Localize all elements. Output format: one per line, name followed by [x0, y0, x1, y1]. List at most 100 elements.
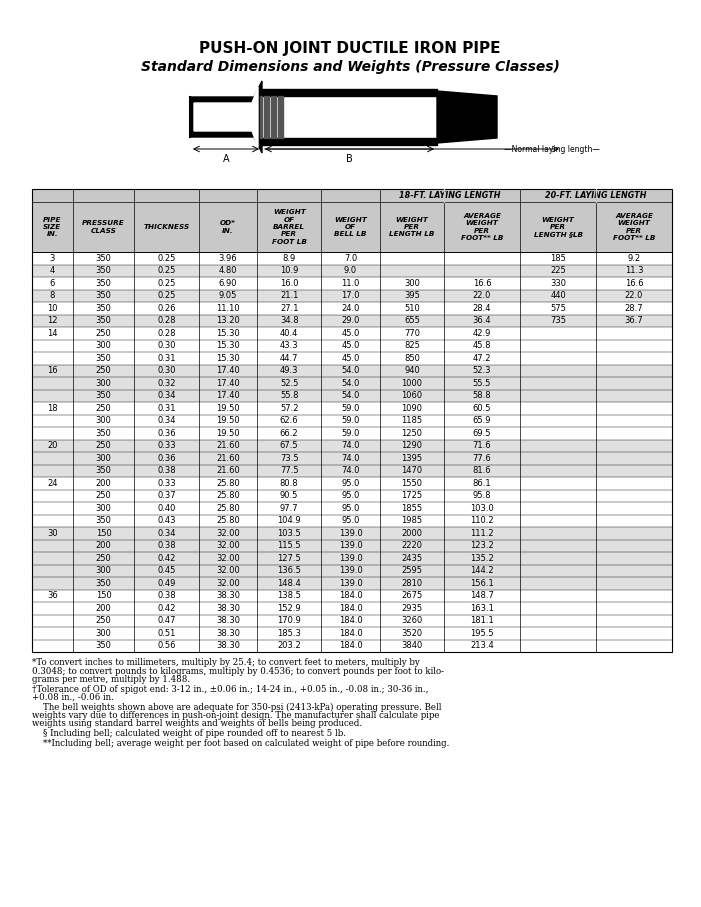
Text: 21.60: 21.60	[216, 454, 240, 463]
Text: 45.8: 45.8	[472, 341, 491, 350]
Text: 0.31: 0.31	[157, 404, 176, 413]
Text: 350: 350	[95, 317, 111, 326]
Text: 1185: 1185	[402, 416, 423, 425]
Text: 66.2: 66.2	[280, 429, 299, 438]
Text: 47.2: 47.2	[472, 354, 491, 363]
Text: 300: 300	[95, 503, 111, 512]
Text: 139.0: 139.0	[339, 529, 362, 538]
Text: 9.0: 9.0	[344, 267, 357, 275]
Text: 213.4: 213.4	[470, 641, 494, 650]
Text: 4.80: 4.80	[219, 267, 237, 275]
Text: 2000: 2000	[402, 529, 423, 538]
Text: 29.0: 29.0	[341, 317, 360, 326]
Text: 12: 12	[47, 317, 57, 326]
Text: 6.90: 6.90	[219, 278, 237, 288]
Text: 14: 14	[47, 328, 57, 337]
Text: +0.08 in., -0.06 in.: +0.08 in., -0.06 in.	[32, 693, 114, 702]
Text: †Tolerance of OD of spigot end: 3-12 in., ±0.06 in.; 14-24 in., +0.05 in., -0.08: †Tolerance of OD of spigot end: 3-12 in.…	[32, 685, 428, 694]
Text: 1725: 1725	[402, 492, 423, 501]
Polygon shape	[278, 96, 280, 138]
Text: 510: 510	[404, 304, 420, 313]
Text: Standard Dimensions and Weights (Pressure Classes): Standard Dimensions and Weights (Pressur…	[141, 60, 559, 74]
Bar	[32, 365, 672, 377]
Text: THICKNESS: THICKNESS	[143, 224, 189, 230]
Text: 185: 185	[550, 254, 566, 263]
Bar	[32, 252, 672, 265]
Text: 59.0: 59.0	[341, 416, 360, 425]
Bar	[32, 639, 672, 652]
Text: 20-FT. LAYING LENGTH: 20-FT. LAYING LENGTH	[545, 191, 647, 200]
Text: 0.25: 0.25	[157, 291, 176, 300]
Text: 250: 250	[96, 328, 111, 337]
Text: 350: 350	[95, 391, 111, 400]
Text: 395: 395	[404, 291, 420, 300]
Text: 19.50: 19.50	[216, 416, 240, 425]
Text: 97.7: 97.7	[280, 503, 299, 512]
Text: 38.30: 38.30	[216, 629, 240, 638]
Text: 36.4: 36.4	[472, 317, 491, 326]
Text: 4: 4	[50, 267, 55, 275]
Text: 21.60: 21.60	[216, 466, 240, 475]
Text: 54.0: 54.0	[341, 366, 360, 375]
Text: 3840: 3840	[401, 641, 423, 650]
Text: 25.80: 25.80	[216, 503, 240, 512]
Text: A: A	[223, 154, 229, 164]
Text: PRESSURE
CLASS: PRESSURE CLASS	[82, 220, 125, 234]
Text: 148.4: 148.4	[278, 579, 301, 588]
Text: 40.4: 40.4	[280, 328, 299, 337]
Text: 54.0: 54.0	[341, 379, 360, 388]
Text: 38.30: 38.30	[216, 604, 240, 613]
Text: 0.37: 0.37	[157, 492, 176, 501]
Bar	[32, 552, 672, 564]
Text: 80.8: 80.8	[280, 479, 299, 488]
Text: WEIGHT
PER
LENGTH §LB: WEIGHT PER LENGTH §LB	[533, 217, 583, 238]
Text: 0.38: 0.38	[157, 591, 176, 600]
Text: 30: 30	[47, 529, 57, 538]
Text: 770: 770	[404, 328, 420, 337]
Text: 0.25: 0.25	[157, 278, 176, 288]
Text: 0.32: 0.32	[157, 379, 176, 388]
Text: 11.3: 11.3	[625, 267, 644, 275]
Text: 152.9: 152.9	[278, 604, 301, 613]
Text: 16.0: 16.0	[280, 278, 299, 288]
Text: 18: 18	[47, 404, 57, 413]
Text: 3520: 3520	[402, 629, 423, 638]
Text: 25.80: 25.80	[216, 492, 240, 501]
Text: AVERAGE
WEIGHT
PER
FOOT** LB: AVERAGE WEIGHT PER FOOT** LB	[613, 213, 655, 241]
Text: 350: 350	[95, 466, 111, 475]
Text: 200: 200	[96, 541, 111, 551]
Text: 34.8: 34.8	[280, 317, 299, 326]
Text: 55.8: 55.8	[280, 391, 299, 400]
Text: 135.2: 135.2	[470, 554, 494, 562]
Text: 45.0: 45.0	[341, 341, 360, 350]
Text: 19.50: 19.50	[216, 429, 240, 438]
Text: 77.6: 77.6	[472, 454, 491, 463]
Text: 0.51: 0.51	[157, 629, 176, 638]
Bar	[32, 427, 672, 440]
Bar	[32, 490, 672, 502]
Text: PIPE
SIZE
IN.: PIPE SIZE IN.	[43, 217, 62, 238]
Text: 15.30: 15.30	[216, 354, 240, 363]
Polygon shape	[267, 96, 269, 138]
Text: 575: 575	[550, 304, 566, 313]
Bar	[520, 189, 672, 202]
Text: 104.9: 104.9	[278, 516, 301, 525]
Text: 2675: 2675	[401, 591, 423, 600]
Text: 18-FT. LAYING LENGTH: 18-FT. LAYING LENGTH	[399, 191, 501, 200]
Text: 38.30: 38.30	[216, 591, 240, 600]
Polygon shape	[271, 96, 273, 138]
Text: 127.5: 127.5	[278, 554, 301, 562]
Text: 11.0: 11.0	[341, 278, 360, 288]
Text: 300: 300	[95, 629, 111, 638]
Text: 0.34: 0.34	[157, 529, 176, 538]
Text: 0.28: 0.28	[157, 317, 176, 326]
Text: 16.6: 16.6	[472, 278, 491, 288]
Text: 60.5: 60.5	[472, 404, 491, 413]
Text: 0.31: 0.31	[157, 354, 176, 363]
Bar	[32, 302, 672, 315]
Text: 350: 350	[95, 516, 111, 525]
Text: weights vary due to differences in push-on-joint design. The manufacturer shall : weights vary due to differences in push-…	[32, 711, 440, 720]
Text: 1855: 1855	[402, 503, 423, 512]
Bar	[32, 627, 672, 639]
Text: 300: 300	[95, 454, 111, 463]
